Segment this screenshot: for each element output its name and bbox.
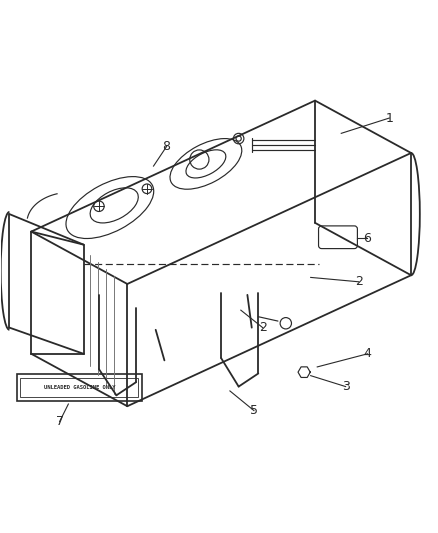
Text: 6: 6 (364, 232, 371, 245)
Text: 1: 1 (385, 111, 393, 125)
Text: 5: 5 (250, 404, 258, 417)
Text: 2: 2 (259, 321, 267, 334)
Text: 3: 3 (342, 380, 350, 393)
Text: UNLEADED GASOLINE ONLY: UNLEADED GASOLINE ONLY (43, 385, 115, 390)
Text: 4: 4 (364, 348, 371, 360)
Text: 8: 8 (162, 140, 171, 153)
Text: 2: 2 (355, 275, 363, 288)
Text: 7: 7 (56, 415, 64, 428)
